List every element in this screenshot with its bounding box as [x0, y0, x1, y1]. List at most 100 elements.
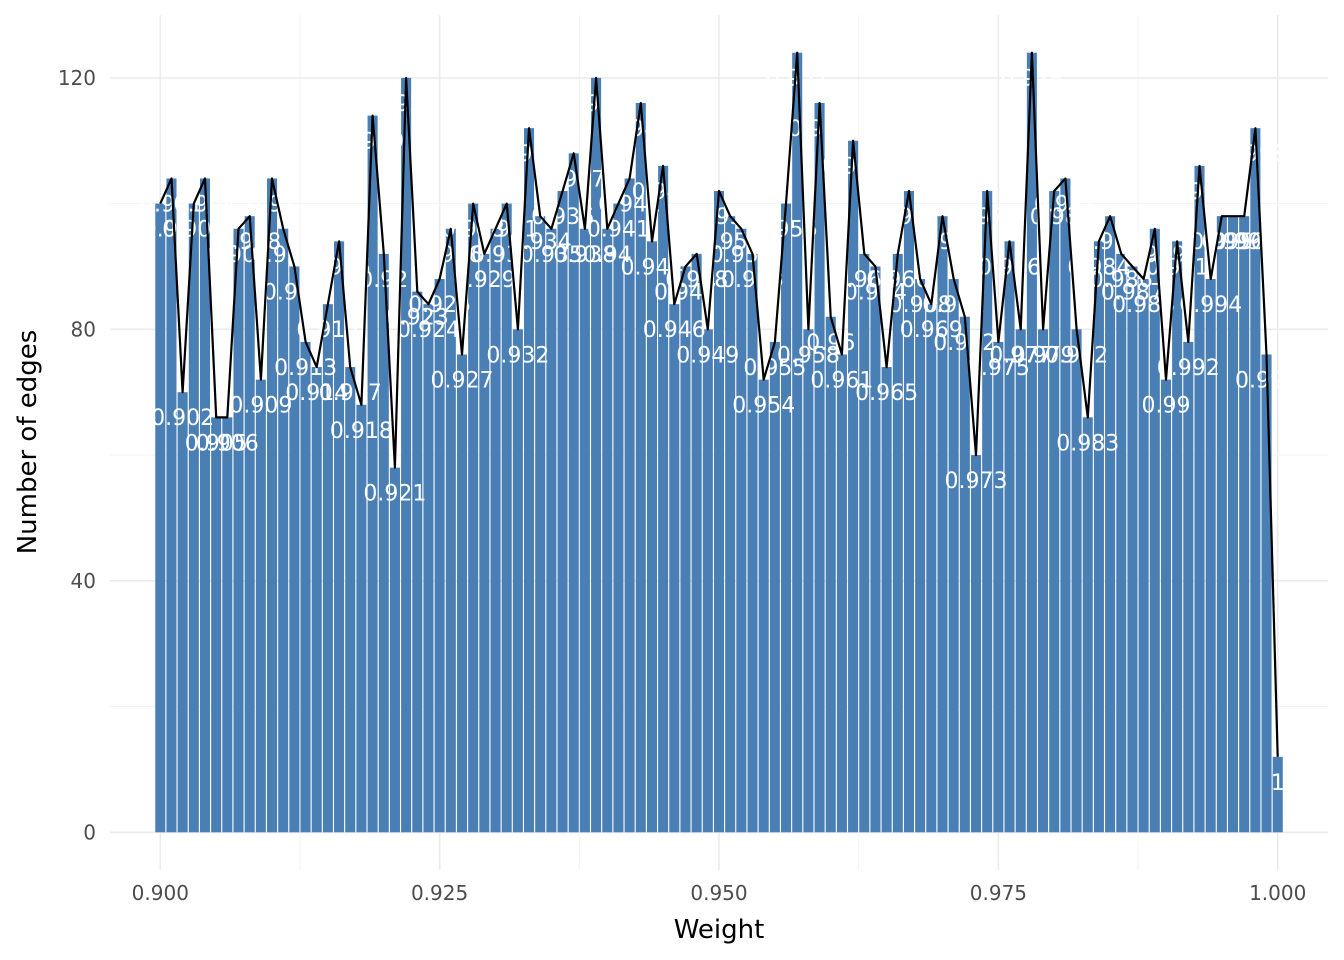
- bar: [769, 341, 780, 833]
- bar-data-label: 0.99: [1142, 394, 1191, 419]
- bar: [959, 316, 970, 833]
- bar: [702, 329, 713, 833]
- bar: [814, 103, 825, 833]
- bar-data-label: 0.911: [252, 243, 315, 268]
- bar-data-label: 0.97: [918, 230, 967, 255]
- bar-data-label: 0.95: [695, 205, 744, 230]
- trend-line: [159, 51, 1279, 757]
- bar: [546, 228, 557, 833]
- bar-data-label: 0.984: [1067, 255, 1130, 280]
- bar: [591, 77, 602, 833]
- bar: [1272, 756, 1283, 833]
- bar-data-label: 0.972: [933, 331, 996, 356]
- bar: [970, 455, 982, 833]
- bar-data-label: 0.932: [486, 343, 549, 368]
- bar-data-label: 0.979: [1012, 343, 1075, 368]
- bar: [680, 266, 691, 833]
- bar-data-label: 0.924: [397, 318, 460, 343]
- bar-data-label: 0.909: [229, 394, 292, 419]
- bar-data-label: 0.917: [319, 381, 382, 406]
- bar: [378, 253, 389, 833]
- bar: [624, 178, 635, 833]
- bar-data-label: 0.964: [844, 281, 907, 306]
- bar-data-label: 0.994: [1179, 293, 1242, 318]
- y-axis-title: Number of edges: [13, 330, 43, 555]
- bar: [188, 203, 199, 833]
- bar: [1015, 329, 1026, 833]
- bar-data-label: 0.955: [743, 356, 806, 381]
- bar: [1194, 165, 1205, 833]
- bar: [501, 203, 512, 833]
- bar-data-label: 0.923: [386, 306, 449, 331]
- bar-data-label: 0.941: [587, 218, 650, 243]
- bar: [635, 103, 646, 833]
- bar-data-label: 0.96: [806, 331, 855, 356]
- bar: [311, 367, 322, 833]
- bar: [155, 203, 166, 833]
- bar: [568, 153, 579, 833]
- bar-data-label: 0.953: [721, 268, 784, 293]
- bar-data-label: 0.977: [989, 343, 1052, 368]
- bar: [389, 467, 400, 833]
- bar-data-label: 0.949: [676, 343, 739, 368]
- bar-data-label: 0.939: [565, 92, 628, 117]
- bar-data-label: 1: [1271, 771, 1285, 796]
- bar: [1205, 279, 1216, 833]
- bar: [233, 228, 244, 833]
- bar: [222, 417, 233, 833]
- bar-data-label: 0.915: [296, 318, 359, 343]
- bar: [669, 304, 680, 833]
- bar-data-label: 0.935: [520, 243, 583, 268]
- bar: [1239, 216, 1250, 833]
- bar: [713, 191, 725, 833]
- bar: [926, 304, 937, 833]
- bar: [401, 77, 412, 833]
- bar-data-label: 0.931: [475, 218, 538, 243]
- bar: [445, 228, 456, 833]
- bar: [557, 191, 568, 833]
- bar-data-label: 0.982: [1045, 343, 1108, 368]
- bar: [1250, 128, 1261, 833]
- bar: [334, 241, 345, 833]
- bar: [825, 316, 836, 833]
- bars: [155, 52, 1283, 833]
- bar-data-label: 0.943: [609, 117, 672, 142]
- bar: [300, 341, 311, 833]
- x-axis-title: Weight: [674, 915, 765, 945]
- bar-data-label: 0.973: [945, 469, 1008, 494]
- bar: [166, 178, 177, 833]
- bar: [1071, 329, 1082, 833]
- bar-data-label: 0.9: [143, 218, 178, 243]
- bar: [836, 354, 847, 833]
- bar-data-label: 0.952: [710, 243, 773, 268]
- bar-data-label: 0.945: [632, 180, 695, 205]
- bar: [524, 128, 535, 833]
- x-tick-label: 0.975: [970, 881, 1027, 905]
- bar: [468, 203, 479, 833]
- bar: [255, 379, 266, 833]
- bar: [1060, 178, 1071, 833]
- bar-data-label: 0.912: [263, 281, 326, 306]
- bar: [892, 253, 903, 833]
- x-axis: 0.900 0.925 0.950 0.975 1.000: [132, 881, 1307, 905]
- bar-data-label: 0.981: [1034, 193, 1097, 218]
- bar: [903, 191, 914, 833]
- bar: [289, 266, 300, 833]
- bar-data-label: 0.965: [855, 381, 918, 406]
- y-tick-label: 120: [58, 66, 96, 90]
- bar: [982, 191, 993, 833]
- bar-data-label: 0.954: [732, 394, 795, 419]
- bar-data-label: 0.948: [665, 268, 728, 293]
- bar: [1172, 241, 1183, 833]
- bar: [512, 329, 523, 833]
- y-tick-label: 0: [83, 820, 96, 844]
- bar-data-label: 0.969: [900, 318, 963, 343]
- bar: [434, 279, 445, 833]
- bar-data-label: 0.963: [833, 268, 896, 293]
- bar-data-label: 0.916: [308, 255, 371, 280]
- bar-data-label: 0.905: [185, 431, 248, 456]
- bar: [781, 203, 792, 833]
- bar: [725, 216, 736, 833]
